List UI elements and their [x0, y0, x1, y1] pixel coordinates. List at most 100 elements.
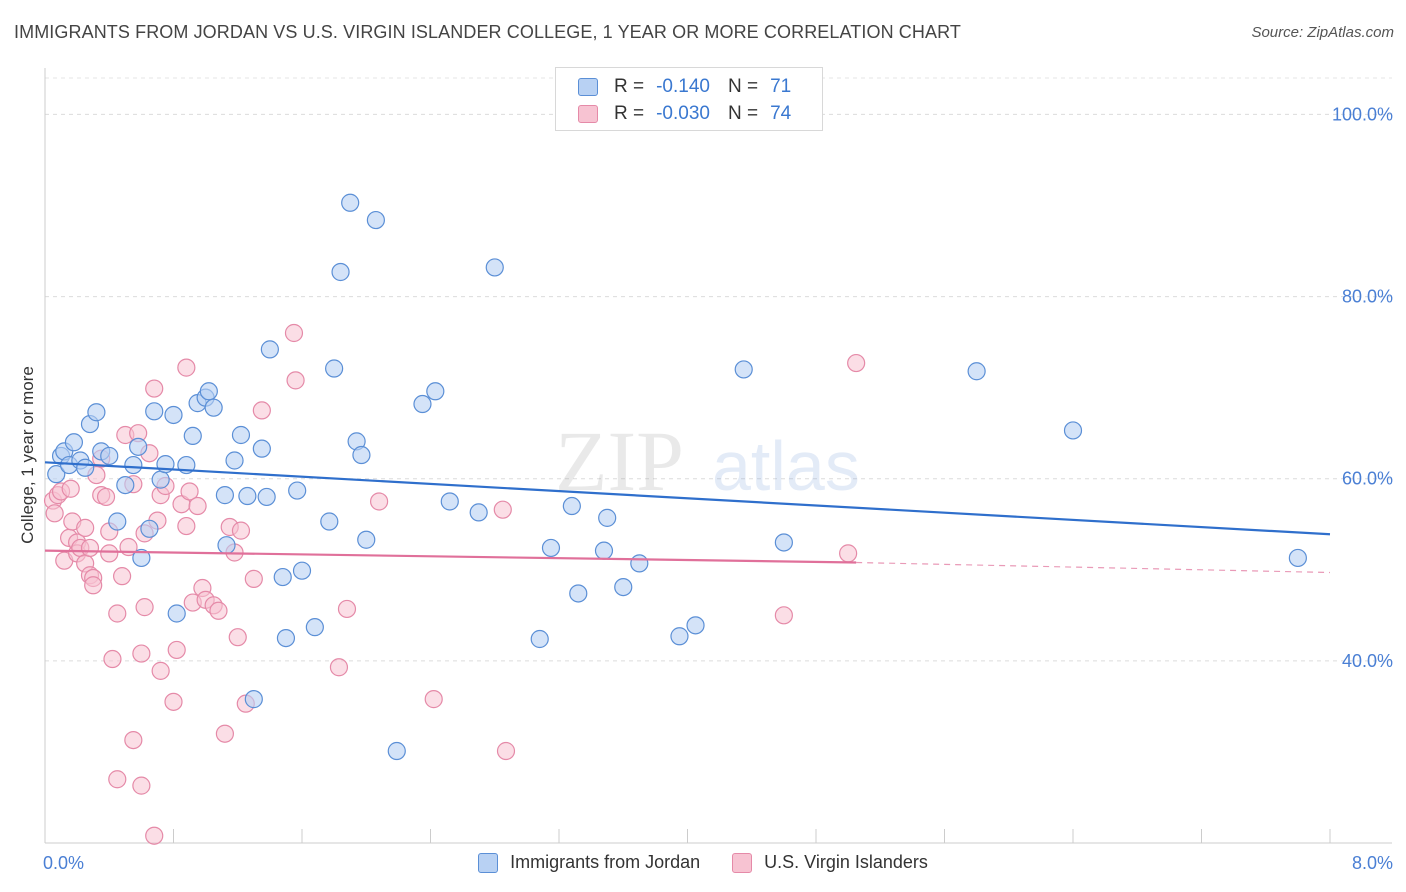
data-point-jordan	[231, 425, 251, 445]
legend-label-jordan: Immigrants from Jordan	[510, 852, 701, 872]
data-point-jordan	[352, 445, 371, 465]
data-point-virgin-islanders	[188, 496, 207, 516]
data-point-jordan	[108, 512, 127, 531]
legend-r-value-virgin-islanders: -0.030	[656, 103, 710, 124]
data-point-virgin-islanders	[145, 379, 164, 398]
data-point-jordan	[774, 533, 793, 552]
legend-swatch-virgin-islanders	[732, 852, 753, 873]
data-point-jordan	[562, 496, 581, 516]
trend-line-virgin-islanders	[44, 549, 857, 564]
y-axis-label: College, 1 year or more	[18, 366, 37, 544]
legend-n-label: N =	[727, 103, 759, 124]
data-point-jordan	[145, 402, 164, 421]
data-point-jordan	[76, 458, 95, 477]
legend-n-value-jordan: 71	[770, 76, 792, 97]
data-point-virgin-islanders	[135, 598, 154, 617]
y-tick-label: 100.0%	[1332, 104, 1393, 124]
data-point-jordan	[485, 258, 504, 277]
data-point-jordan	[252, 439, 271, 458]
data-point-virgin-islanders	[164, 692, 183, 711]
data-point-virgin-islanders	[76, 518, 95, 537]
data-point-jordan	[387, 741, 406, 761]
data-point-virgin-islanders	[252, 401, 271, 420]
legend-row-virgin-islanders: R = -0.030 N = 74	[578, 102, 791, 126]
data-point-virgin-islanders	[177, 358, 196, 377]
data-point-jordan	[129, 437, 148, 456]
data-point-jordan	[598, 508, 617, 527]
data-point-jordan	[614, 577, 633, 597]
data-point-jordan	[225, 451, 244, 470]
data-point-virgin-islanders	[45, 504, 64, 523]
data-point-jordan	[670, 627, 689, 646]
data-point-virgin-islanders	[839, 544, 858, 563]
data-point-jordan	[594, 541, 614, 560]
series-us-virgin-islanders	[43, 323, 866, 845]
data-point-virgin-islanders	[847, 353, 866, 373]
data-point-virgin-islanders	[286, 371, 305, 390]
data-point-jordan	[199, 382, 218, 401]
data-point-virgin-islanders	[151, 661, 170, 680]
axes	[44, 68, 1392, 844]
data-point-jordan	[100, 446, 119, 466]
data-point-jordan	[238, 486, 257, 506]
data-point-virgin-islanders	[329, 658, 349, 677]
data-point-jordan	[217, 536, 236, 555]
x-tick-label: 8.0%	[1352, 853, 1393, 873]
data-point-virgin-islanders	[424, 690, 443, 709]
stats-legend: R = -0.140 N = 71 R = -0.030 N = 74	[555, 67, 823, 131]
legend-r-value-jordan: -0.140	[656, 76, 710, 97]
data-point-jordan	[341, 193, 360, 212]
data-point-jordan	[331, 262, 350, 282]
data-point-jordan	[569, 584, 588, 603]
data-point-jordan	[288, 481, 307, 500]
data-point-jordan	[183, 426, 202, 446]
data-point-jordan	[686, 616, 705, 635]
tick-labels: 40.0% 60.0% 80.0% 100.0% 0.0% 8.0%	[43, 104, 1393, 873]
data-point-virgin-islanders	[103, 649, 122, 669]
watermark-atlas: atlas	[712, 427, 860, 505]
data-point-virgin-islanders	[96, 487, 116, 507]
data-point-jordan	[164, 405, 183, 425]
data-point-jordan	[215, 486, 234, 505]
data-point-virgin-islanders	[132, 776, 151, 795]
data-point-jordan	[124, 455, 143, 475]
data-point-jordan	[469, 503, 488, 522]
data-point-virgin-islanders	[124, 730, 143, 750]
data-point-jordan	[440, 492, 459, 511]
data-point-jordan	[357, 530, 376, 549]
legend-label-virgin-islanders: U.S. Virgin Islanders	[764, 852, 928, 872]
legend-n-value-virgin-islanders: 74	[770, 103, 792, 124]
data-point-virgin-islanders	[244, 569, 263, 588]
data-point-virgin-islanders	[284, 323, 304, 343]
data-point-jordan	[1063, 421, 1083, 440]
data-point-virgin-islanders	[84, 576, 103, 595]
data-point-jordan	[167, 604, 186, 623]
legend-swatch-pink	[578, 105, 598, 123]
data-point-virgin-islanders	[112, 567, 132, 586]
data-point-jordan	[630, 554, 649, 573]
data-point-jordan	[967, 362, 986, 381]
data-point-virgin-islanders	[180, 482, 199, 501]
series-legend: Immigrants from Jordan U.S. Virgin Islan…	[0, 852, 1406, 873]
series-jordan	[47, 193, 1307, 761]
data-point-virgin-islanders	[496, 741, 516, 761]
data-point-virgin-islanders	[108, 604, 127, 623]
y-tick-label: 80.0%	[1342, 287, 1393, 307]
legend-r-label: R =	[614, 103, 645, 124]
data-point-jordan	[320, 512, 339, 531]
y-tick-label: 40.0%	[1342, 651, 1393, 671]
data-point-jordan	[273, 567, 292, 587]
watermark: ZIP atlas	[555, 413, 860, 509]
data-point-virgin-islanders	[132, 644, 151, 663]
data-point-virgin-islanders	[231, 521, 251, 540]
data-point-jordan	[87, 403, 106, 422]
data-point-jordan	[413, 394, 432, 414]
data-point-virgin-islanders	[774, 606, 793, 625]
legend-n-label: N =	[727, 76, 759, 97]
data-point-jordan	[734, 360, 753, 379]
x-tick-label: 0.0%	[43, 853, 84, 873]
data-point-virgin-islanders	[177, 516, 196, 536]
data-point-jordan	[47, 465, 66, 484]
data-point-virgin-islanders	[108, 770, 127, 789]
data-point-virgin-islanders	[337, 599, 357, 619]
